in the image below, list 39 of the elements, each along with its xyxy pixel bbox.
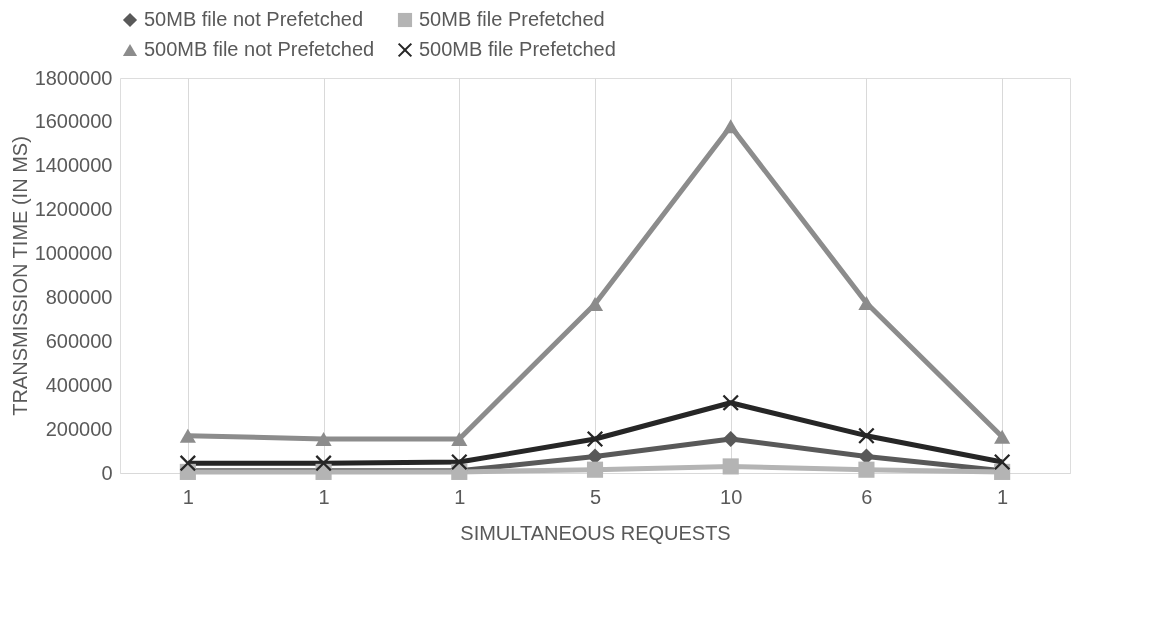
x-tick-label: 1	[454, 485, 466, 508]
y-tick-label: 1400000	[34, 154, 113, 177]
x-axis-title: SIMULTANEOUS REQUESTS	[460, 521, 731, 544]
point	[179, 455, 196, 472]
x-tick-label: 5	[589, 485, 602, 508]
point	[722, 458, 739, 475]
x-tick-label: 1	[997, 485, 1009, 508]
point	[315, 455, 332, 472]
y-tick-label: 1800000	[34, 66, 113, 89]
x-tick-label: 1	[182, 485, 194, 508]
legend-label: 500MB file not Prefetched	[144, 38, 375, 60]
y-tick-label: 400000	[45, 373, 113, 396]
point	[586, 461, 604, 478]
y-tick-label: 1200000	[34, 198, 113, 221]
x-tick-label: 10	[720, 485, 743, 508]
point	[994, 429, 1011, 444]
point	[586, 430, 604, 448]
point	[179, 428, 196, 443]
point	[858, 427, 875, 444]
point	[451, 432, 468, 446]
point	[858, 461, 875, 478]
y-tick-label: 1000000	[34, 242, 113, 265]
point	[315, 432, 332, 446]
legend-label: 50MB file Prefetched	[419, 8, 605, 30]
y-axis-title: TRANSMISSION TIME (IN MS)	[8, 136, 31, 416]
y-tick-label: 0	[101, 461, 113, 484]
legend-label: 500MB file Prefetched	[419, 38, 616, 60]
point	[722, 119, 739, 134]
y-tick-label: 800000	[45, 285, 113, 308]
point	[722, 394, 739, 411]
y-tick-label: 600000	[45, 329, 113, 352]
point	[451, 453, 468, 471]
y-tick-label: 200000	[45, 417, 113, 440]
y-tick-label: 1600000	[34, 110, 113, 133]
legend-label: 50MB file not Prefetched	[144, 8, 364, 30]
x-tick-label: 6	[861, 485, 873, 508]
x-tick-label: 1	[318, 485, 330, 508]
point	[722, 430, 739, 448]
point	[994, 453, 1011, 471]
